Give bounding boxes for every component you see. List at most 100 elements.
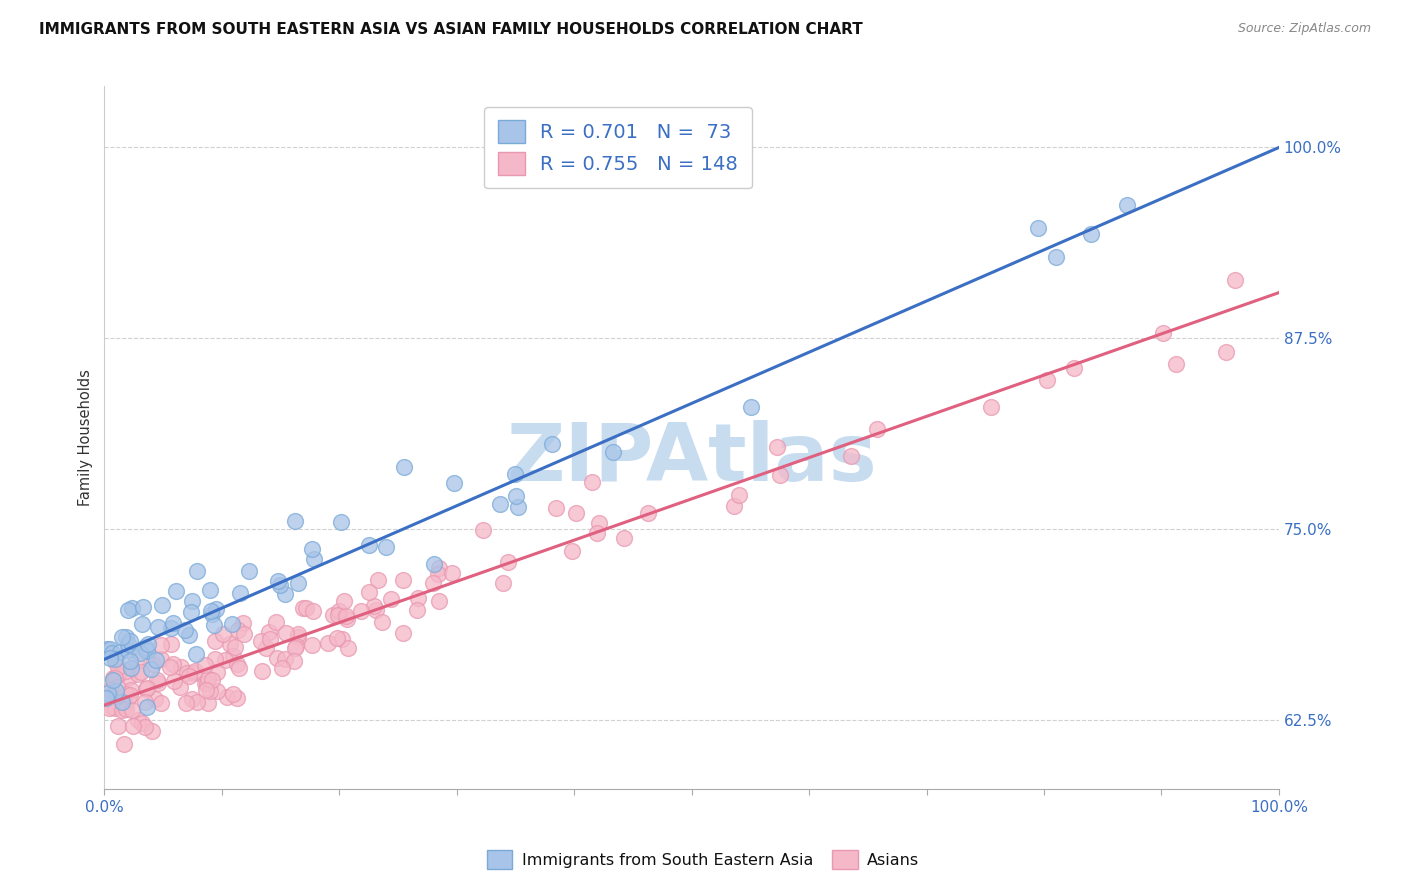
Point (226, 657, 249, 671)
Point (489, 497, 512, 511)
Text: ZIPAtlas: ZIPAtlas (506, 420, 877, 498)
Point (330, 632, 353, 646)
Point (96, 687, 118, 701)
Point (143, 692, 166, 706)
Point (301, 542, 323, 557)
Point (139, 661, 162, 675)
Point (136, 699, 159, 714)
Point (194, 683, 217, 698)
Point (408, 591, 430, 605)
Point (110, 703, 132, 717)
Point (233, 627, 256, 641)
Point (170, 660, 193, 674)
Point (301, 638, 323, 652)
Point (274, 586, 297, 600)
Point (287, 576, 309, 591)
Point (204, 652, 226, 666)
Point (150, 652, 173, 666)
Point (112, 699, 135, 714)
Point (98, 650, 121, 665)
Point (284, 514, 307, 528)
Point (160, 637, 183, 651)
Point (121, 601, 143, 615)
Point (423, 557, 446, 571)
Point (273, 651, 295, 665)
Point (97, 686, 120, 700)
Legend: R = 0.701   N =  73, R = 0.755   N = 148: R = 0.701 N = 73, R = 0.755 N = 148 (484, 107, 752, 188)
Point (134, 720, 156, 734)
Point (1223, 273, 1246, 287)
Point (98, 641, 121, 656)
Point (186, 565, 208, 579)
Point (120, 661, 142, 675)
Point (267, 574, 290, 588)
Point (287, 627, 309, 641)
Point (184, 664, 207, 678)
Point (205, 683, 228, 698)
Point (422, 575, 444, 590)
Point (131, 716, 153, 731)
Point (322, 607, 344, 622)
Point (103, 673, 125, 688)
Point (564, 506, 586, 520)
Point (443, 475, 465, 490)
Point (375, 540, 398, 554)
Point (165, 584, 187, 599)
Point (115, 630, 138, 644)
Point (329, 516, 352, 530)
Point (127, 666, 149, 681)
Point (637, 506, 659, 520)
Point (612, 532, 634, 546)
Point (561, 543, 583, 558)
Point (108, 645, 131, 659)
Point (505, 489, 527, 503)
Point (145, 652, 167, 666)
Point (174, 696, 197, 710)
Point (107, 660, 129, 674)
Point (471, 523, 494, 537)
Point (581, 475, 603, 489)
Point (181, 691, 204, 706)
Point (359, 585, 381, 599)
Point (302, 604, 325, 618)
Point (225, 690, 247, 705)
Point (163, 673, 186, 688)
Point (588, 516, 610, 531)
Point (150, 696, 173, 710)
Point (228, 661, 250, 675)
Point (131, 617, 153, 632)
Point (221, 616, 243, 631)
Point (195, 676, 218, 690)
Point (198, 684, 221, 698)
Point (291, 600, 314, 615)
Point (194, 676, 217, 690)
Point (146, 620, 169, 634)
Point (118, 633, 141, 648)
Point (96, 642, 118, 657)
Point (1116, 198, 1139, 212)
Point (723, 499, 745, 513)
Point (284, 641, 307, 656)
Point (266, 650, 288, 665)
Point (350, 604, 373, 618)
Point (120, 688, 142, 702)
Point (146, 673, 169, 688)
Point (380, 592, 402, 607)
Point (294, 600, 316, 615)
Point (1063, 361, 1085, 376)
Point (159, 621, 181, 635)
Point (287, 630, 309, 644)
Point (136, 637, 159, 651)
Point (120, 654, 142, 668)
Point (132, 600, 155, 615)
Point (128, 646, 150, 660)
Point (105, 681, 128, 695)
Point (136, 681, 159, 696)
Point (333, 594, 356, 608)
Point (1215, 344, 1237, 359)
Point (200, 673, 222, 687)
Point (250, 664, 273, 678)
Point (602, 444, 624, 458)
Point (326, 632, 349, 646)
Point (215, 690, 238, 705)
